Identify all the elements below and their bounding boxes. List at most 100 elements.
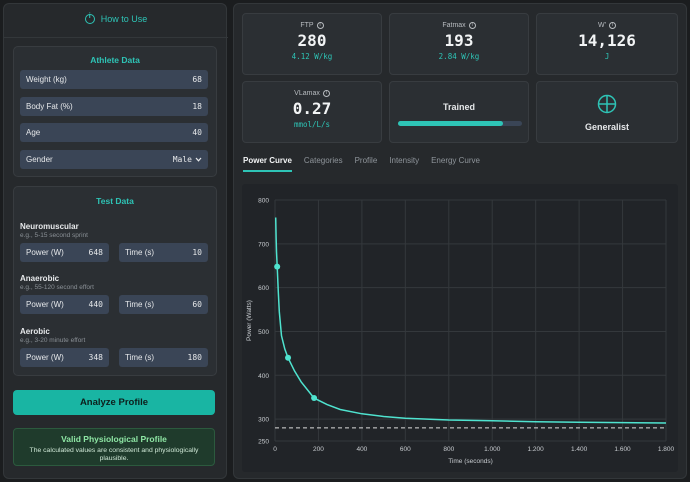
x-tick-label: 1.000	[484, 446, 501, 453]
tick-labels: 0 200 400 600 800 1.000 1.200 1.400 1.600 1.800 25…	[258, 198, 674, 454]
time-value: 180	[187, 353, 202, 362]
aerobic-power-field[interactable]: Power (W) 348	[20, 348, 109, 367]
neuromuscular-power-field[interactable]: Power (W) 648	[20, 243, 109, 262]
anaerobic-title: Anaerobic	[20, 274, 60, 283]
wprime-label: W'	[598, 22, 606, 29]
gender-value: Male	[172, 155, 192, 164]
x-tick-label: 1.400	[571, 446, 588, 453]
validation-description: The calculated values are consistent and…	[29, 447, 199, 463]
time-label: Time (s)	[125, 353, 155, 362]
age-value: 40	[192, 128, 202, 137]
power-value: 440	[88, 300, 103, 309]
x-tick-label: 1.800	[658, 446, 675, 453]
info-icon[interactable]: i	[322, 90, 330, 97]
validation-title: Valid Physiological Profile	[61, 434, 167, 444]
y-tick-label: 300	[258, 417, 269, 424]
neuromuscular-time-field[interactable]: Time (s) 10	[119, 243, 208, 262]
test-data-point[interactable]	[311, 395, 318, 402]
wprime-card: W' i 14,126 J	[536, 13, 678, 75]
test-data-point[interactable]	[285, 354, 292, 361]
chart-tabs: Power Curve Categories Profile Intensity…	[243, 156, 480, 172]
info-icon	[84, 13, 95, 24]
neuromuscular-title: Neuromuscular	[20, 222, 79, 231]
training-level-card: Trained	[389, 81, 529, 143]
ftp-label: FTP	[300, 22, 314, 29]
anaerobic-power-field[interactable]: Power (W) 440	[20, 295, 109, 314]
grid	[274, 199, 667, 442]
vlamax-label: VLamax	[294, 90, 320, 97]
anaerobic-hint: e.g., 55-120 second effort	[20, 284, 94, 291]
training-level-label: Trained	[442, 102, 475, 112]
weight-field[interactable]: Weight (kg) 68	[20, 70, 208, 89]
ftp-per-kg: 4.12 W/kg	[291, 52, 333, 61]
weight-label: Weight (kg)	[26, 75, 67, 84]
aerobic-title: Aerobic	[20, 327, 50, 336]
fatmax-value: 193	[444, 31, 474, 50]
power-curve-svg: 0 200 400 600 800 1.000 1.200 1.400 1.600 1.800 25…	[246, 198, 675, 466]
x-tick-label: 0	[273, 446, 277, 453]
ftp-card: FTP i 280 4.12 W/kg	[242, 13, 382, 75]
input-sidebar: How to Use Athlete Data Weight (kg) 68 B…	[3, 3, 228, 479]
how-to-use-link[interactable]: How to Use	[4, 13, 228, 24]
power-label: Power (W)	[26, 248, 64, 257]
power-label: Power (W)	[26, 353, 64, 362]
info-icon[interactable]: i	[316, 22, 324, 29]
info-icon[interactable]: i	[468, 22, 476, 29]
fatmax-label: Fatmax	[442, 22, 466, 29]
x-tick-label: 200	[313, 446, 324, 453]
tab-energy-curve[interactable]: Energy Curve	[431, 156, 480, 165]
gender-select[interactable]: Gender Male	[20, 150, 208, 169]
x-tick-label: 600	[400, 446, 411, 453]
tab-intensity[interactable]: Intensity	[389, 156, 420, 165]
wprime-unit: J	[604, 52, 610, 61]
fatmax-card: Fatmax i 193 2.84 W/kg	[389, 13, 529, 75]
test-points	[274, 263, 318, 402]
x-tick-label: 400	[356, 446, 367, 453]
age-field[interactable]: Age 40	[20, 123, 208, 142]
how-to-use-label: How to Use	[100, 14, 148, 24]
power-label: Power (W)	[26, 300, 64, 309]
ftp-value: 280	[297, 31, 327, 50]
divider	[4, 37, 228, 38]
time-value: 60	[192, 300, 202, 309]
vlamax-value: 0.27	[292, 99, 332, 118]
y-tick-label: 700	[258, 241, 269, 248]
x-tick-label: 1.600	[614, 446, 631, 453]
time-label: Time (s)	[125, 248, 155, 257]
wprime-value: 14,126	[578, 31, 636, 50]
profile-type-label: Generalist	[584, 122, 630, 132]
bodyfat-field[interactable]: Body Fat (%) 18	[20, 97, 208, 116]
vlamax-card: VLamax i 0.27 mmol/L/s	[242, 81, 382, 143]
results-panel: FTP i 280 4.12 W/kg Fatmax i 193 2.84 W/kg…	[233, 3, 687, 479]
power-curve-line	[274, 217, 667, 424]
bodyfat-label: Body Fat (%)	[26, 102, 73, 111]
age-label: Age	[26, 128, 41, 137]
tab-categories[interactable]: Categories	[303, 156, 343, 165]
test-data-title: Test Data	[96, 196, 134, 206]
aerobic-time-field[interactable]: Time (s) 180	[119, 348, 208, 367]
test-data-point[interactable]	[274, 263, 281, 270]
x-tick-label: 1.200	[528, 446, 545, 453]
weight-value: 68	[192, 75, 202, 84]
chevron-down-icon	[195, 157, 202, 162]
bodyfat-value: 18	[192, 102, 202, 111]
time-label: Time (s)	[125, 300, 155, 309]
neuromuscular-hint: e.g., 5-15 second sprint	[20, 232, 88, 239]
tab-power-curve[interactable]: Power Curve	[243, 156, 292, 172]
profile-type-card: Generalist	[536, 81, 678, 143]
fatmax-per-kg: 2.84 W/kg	[438, 52, 480, 61]
power-value: 648	[88, 248, 103, 257]
tab-profile[interactable]: Profile	[354, 156, 378, 165]
training-level-fill	[398, 121, 504, 126]
y-axis-label: Power (Watts)	[246, 300, 253, 341]
analyze-profile-button[interactable]: Analyze Profile	[13, 390, 215, 415]
info-icon[interactable]: i	[608, 22, 616, 29]
test-data-panel: Test Data Neuromuscular e.g., 5-15 secon…	[13, 186, 217, 376]
y-tick-label: 800	[258, 198, 269, 205]
x-axis-label: Time (seconds)	[448, 458, 493, 465]
y-tick-label: 600	[258, 285, 269, 292]
training-level-bar	[398, 121, 522, 126]
vlamax-unit: mmol/L/s	[293, 120, 331, 129]
anaerobic-time-field[interactable]: Time (s) 60	[119, 295, 208, 314]
aerobic-hint: e.g., 3-20 minute effort	[20, 337, 86, 344]
